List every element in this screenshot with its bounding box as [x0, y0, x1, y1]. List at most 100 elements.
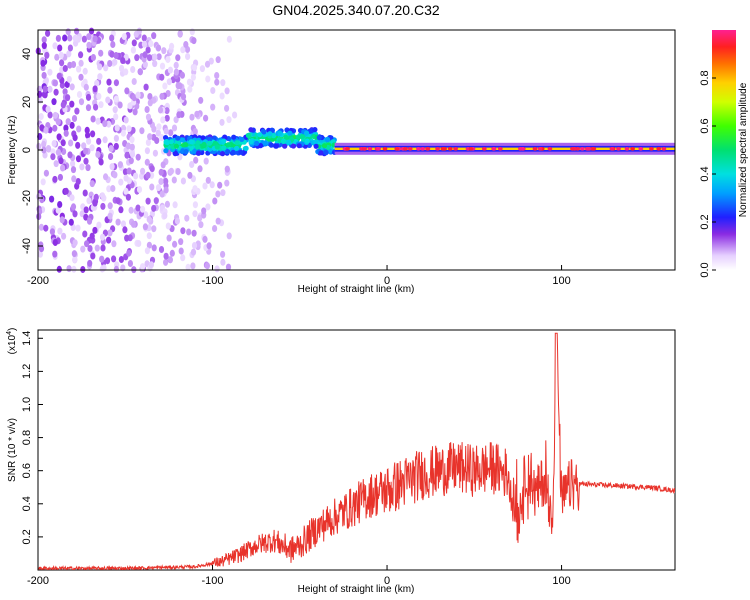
spectrogram-cell [313, 139, 319, 145]
spectrogram-cell [205, 203, 211, 211]
spectrogram-cell [70, 160, 76, 168]
x-tick-label: 0 [384, 575, 390, 587]
spectrogram-cell [75, 224, 81, 232]
spectrogram-cell [609, 147, 615, 151]
spectrogram-cell [321, 143, 328, 149]
spectrogram-cell [107, 86, 113, 94]
spectrogram-cell [220, 189, 226, 197]
spectrogram-cell [79, 163, 85, 171]
spectrogram-cell [41, 91, 48, 98]
colorbar-gradient [712, 30, 736, 270]
spectrogram-cell [87, 245, 93, 252]
spectrogram-cell [41, 146, 47, 154]
spectrogram-cell [66, 265, 72, 273]
spectrogram-cell [123, 68, 129, 76]
spectrogram-cell [141, 40, 147, 48]
spectrogram-cell [345, 147, 350, 151]
colorbar-label: Normalized spectral amplitude [738, 82, 749, 217]
spectrogram-cell [133, 172, 139, 180]
spectrogram-cell [127, 260, 133, 267]
spectrogram-cell [165, 222, 171, 230]
spectrogram-cell [129, 136, 135, 144]
spectrogram-cell [163, 135, 169, 141]
spectrogram-cell [71, 250, 77, 258]
spectrogram-cell [52, 79, 59, 87]
spectrogram-cell [210, 103, 216, 111]
spectrogram-cell [80, 245, 86, 253]
spectrogram-cell [155, 44, 162, 52]
spectrogram-cell [191, 242, 198, 249]
spectrogram-cell [207, 136, 213, 142]
spectrogram-cell [86, 197, 92, 205]
spectrogram-cell [47, 85, 53, 93]
spectrogram-cell [226, 116, 232, 124]
y-tick-label: 0.8 [21, 430, 33, 445]
spectrogram-cell [168, 167, 174, 175]
spectrogram-cell [47, 111, 53, 119]
spectrogram-cell [175, 168, 181, 175]
spectrogram-cell [145, 46, 151, 54]
spectrogram-cell [245, 132, 252, 139]
spectrogram-cell [189, 161, 195, 168]
spectrogram-cell [164, 114, 170, 122]
spectrogram-cell [225, 149, 231, 155]
spectrogram-cell [78, 59, 84, 67]
spectrogram-cell [90, 115, 96, 123]
spectrogram-cell [90, 54, 96, 61]
spectrogram-cell [186, 228, 192, 236]
spectrogram-cell [191, 37, 197, 45]
spectrogram-cell [304, 138, 310, 144]
spectrogram-cell [188, 139, 194, 145]
snr-y-multiplier: (x104) [6, 328, 18, 355]
spectrogram-cell [277, 130, 283, 137]
spectrogram-cell [214, 72, 220, 79]
spectrogram-cell [324, 136, 331, 142]
spectrogram-cell [221, 138, 227, 144]
spectrogram-cell [624, 147, 630, 151]
spectrogram-cell [76, 91, 83, 98]
spectrogram-cell [145, 113, 152, 121]
snr-x-label: Height of straight line (km) [298, 584, 415, 595]
spectrogram-cell [248, 127, 254, 133]
y-tick-label: 20 [21, 96, 33, 108]
spectrogram-cell [160, 161, 166, 169]
spectrogram-cell [81, 142, 87, 150]
spectrogram-cell [148, 40, 154, 48]
spectrogram-cell [107, 229, 113, 237]
spectrogram-cell [238, 149, 244, 155]
spectrogram-cell [95, 117, 101, 125]
y-tick-label: 0.2 [21, 529, 33, 544]
spectrogram-cell [115, 197, 121, 205]
spectrogram-cell [98, 49, 104, 57]
spectrogram-cell [60, 139, 66, 147]
spectrogram-cell [532, 147, 538, 151]
spectrogram-cell [112, 106, 118, 114]
spectrogram-cell [282, 143, 288, 149]
spectrogram-cell [230, 149, 236, 155]
spectrogram-cell [202, 182, 208, 190]
spectrogram-cell [55, 148, 62, 156]
spectrogram-cell [144, 158, 150, 166]
spectrogram-cell [141, 34, 147, 42]
spectrogram-cell [205, 150, 211, 156]
spectrogram-cell [123, 116, 129, 124]
spectrogram-cell [180, 254, 186, 262]
snr-y-axis: 0.2 0.4 0.6 0.8 1.0 1.2 1.4 [21, 331, 43, 545]
spectrogram-cell [155, 129, 161, 137]
spectrogram-cell [44, 51, 50, 59]
spectrogram-cell [62, 34, 68, 42]
colorbar-tick-label: 0.6 [699, 118, 711, 133]
colorbar-ticks: 0.0 0.2 0.4 0.6 0.8 [699, 70, 716, 278]
x-tick-label: -200 [27, 575, 49, 587]
spectrogram-cell [71, 265, 77, 273]
spectrogram-cell [179, 71, 185, 79]
spectrogram-cell [71, 115, 78, 122]
spectrogram-x-axis: -200 -100 0 100 [27, 265, 571, 287]
spectrogram-cell [113, 95, 119, 103]
spectrogram-cell [55, 34, 62, 42]
spectrogram-cell [145, 171, 151, 179]
spectrogram-cell [124, 151, 130, 159]
spectrogram-cell [59, 216, 65, 224]
spectrogram-cell [142, 61, 148, 69]
